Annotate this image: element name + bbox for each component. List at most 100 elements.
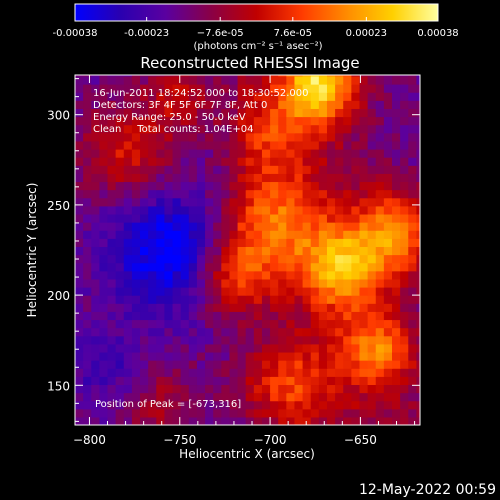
heatmap-cell (180, 286, 190, 296)
heatmap-cell (302, 92, 312, 101)
heatmap-cell (245, 278, 255, 288)
heatmap-cell (408, 132, 417, 142)
heatmap-cell (91, 416, 100, 425)
heatmap-cell (294, 157, 304, 166)
heatmap-cell (326, 205, 336, 215)
heatmap-cell (196, 376, 206, 386)
heatmap-cell (318, 205, 328, 215)
heatmap-cell (205, 238, 214, 247)
x-tick-label: −700 (254, 433, 287, 447)
heatmap-cell (286, 351, 296, 361)
heatmap-cell (91, 254, 100, 264)
heatmap-cell (375, 376, 385, 386)
heatmap-cell (270, 384, 279, 394)
heatmap-cell (83, 400, 92, 410)
heatmap-cell (310, 75, 320, 85)
heatmap-cell (172, 157, 182, 166)
heatmap-cell (335, 197, 344, 207)
heatmap-cell (270, 197, 279, 207)
heatmap-cell (343, 157, 352, 166)
heatmap-cell (221, 75, 231, 77)
heatmap-cell (229, 197, 239, 207)
heatmap-cell (351, 254, 361, 264)
heatmap-cell (75, 416, 84, 425)
heatmap-cell (221, 295, 231, 304)
heatmap-cell (148, 286, 157, 296)
heatmap-cell (99, 303, 109, 312)
heatmap-cell (261, 108, 271, 118)
heatmap-cell (335, 376, 344, 386)
heatmap-cell (278, 222, 287, 231)
heatmap-cell (164, 286, 174, 296)
heatmap-cell (123, 303, 133, 312)
heatmap-cell (310, 327, 320, 337)
heatmap-cell (335, 75, 344, 77)
heatmap-cell (302, 408, 312, 418)
heatmap-cell (196, 92, 206, 101)
heatmap-cell (408, 108, 417, 118)
heatmap-cell (205, 140, 214, 150)
heatmap-cell (326, 92, 336, 101)
heatmap-cell (294, 270, 304, 280)
heatmap-cell (229, 100, 239, 109)
heatmap-cell (310, 222, 320, 231)
x-tick-label: −750 (163, 433, 196, 447)
heatmap-cell (302, 303, 312, 312)
heatmap-cell (359, 376, 369, 386)
heatmap-cell (408, 303, 417, 312)
heatmap-cell (367, 173, 377, 183)
heatmap-cell (367, 140, 377, 150)
heatmap-cell (91, 213, 100, 223)
heatmap-cell (270, 270, 279, 280)
heatmap-cell (367, 368, 377, 377)
heatmap-cell (400, 92, 409, 101)
heatmap-cell (375, 384, 385, 394)
heatmap-cell (213, 351, 222, 361)
heatmap-cell (416, 286, 420, 296)
heatmap-cell (302, 165, 312, 174)
heatmap-cell (383, 197, 393, 207)
heatmap-cell (107, 140, 117, 150)
heatmap-cell (205, 351, 214, 361)
heatmap-cell (392, 75, 401, 85)
heatmap-cell (278, 262, 287, 272)
heatmap-cell (392, 213, 401, 223)
heatmap-cell (196, 132, 206, 142)
heatmap-cell (83, 335, 92, 345)
heatmap-cell (221, 173, 231, 183)
heatmap-cell (375, 319, 385, 329)
heatmap-cell (310, 84, 320, 93)
heatmap-cell (131, 376, 141, 386)
heatmap-cell (75, 197, 84, 207)
heatmap-cell (245, 230, 255, 239)
heatmap-cell (196, 230, 206, 239)
heatmap-cell (335, 213, 344, 223)
colorbar-tick-label: -0.00038 (53, 28, 98, 39)
heatmap-cell (188, 140, 198, 150)
heatmap-cell (392, 165, 401, 174)
heatmap-cell (318, 124, 328, 134)
heatmap-cell (83, 213, 92, 223)
heatmap-cell (392, 278, 401, 288)
heatmap-cell (335, 84, 344, 93)
heatmap-cell (148, 376, 157, 386)
heatmap-cell (75, 165, 84, 174)
heatmap-cell (172, 392, 182, 402)
heatmap-cell (286, 173, 296, 183)
heatmap-cell (375, 165, 385, 174)
heatmap-cell (115, 197, 125, 207)
heatmap-cell (156, 189, 166, 199)
heatmap-cell (326, 262, 336, 272)
heatmap-cell (318, 311, 328, 321)
heatmap-cell (367, 238, 377, 247)
heatmap-cell (286, 319, 296, 329)
heatmap-cell (213, 286, 222, 296)
heatmap-cell (343, 238, 352, 247)
heatmap-cell (294, 286, 304, 296)
heatmap-cell (115, 351, 125, 361)
heatmap-cell (196, 278, 206, 288)
heatmap-cell (286, 148, 296, 158)
heatmap-cell (261, 92, 271, 101)
heatmap-cell (196, 222, 206, 231)
heatmap-cell (335, 205, 344, 215)
